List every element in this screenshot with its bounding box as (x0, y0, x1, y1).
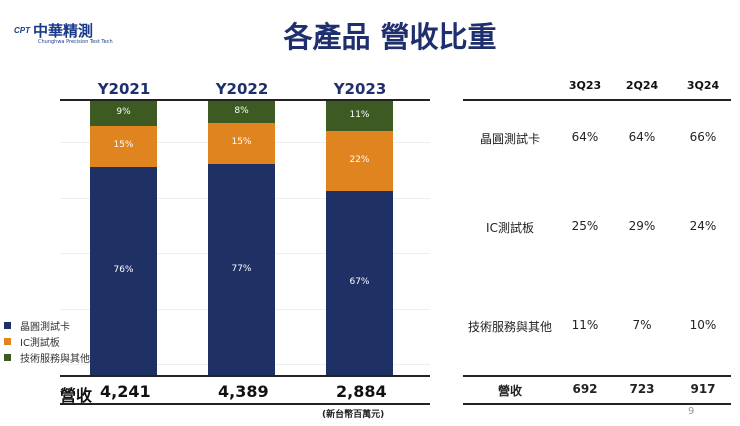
data-label: 15% (231, 137, 252, 148)
x-tick-label: Y2021 (97, 80, 151, 98)
table-header: 2Q24 (625, 79, 659, 92)
table-header: 3Q23 (568, 79, 602, 92)
bar-segment (90, 101, 157, 126)
revenue-label: 營收 (60, 386, 93, 405)
logo-name: 中華精測 (33, 22, 94, 40)
table-revenue-value: 917 (690, 382, 716, 396)
bar-segment (90, 166, 157, 375)
bar-segment (326, 191, 393, 375)
table-cell: 64% (571, 130, 599, 144)
x-tick-label: Y2023 (333, 80, 387, 98)
logo-english: Chunghwa Precision Test Tech (38, 39, 113, 45)
table-revenue-label: 營收 (497, 384, 522, 398)
data-label: 22% (349, 155, 370, 166)
table-bottom-line (463, 403, 731, 405)
legend-item-wafer: 晶圓測試卡 (4, 318, 70, 333)
table-cell: 25% (571, 219, 599, 233)
page-number: 9 (688, 406, 695, 417)
table-cell: 7% (632, 318, 652, 332)
revenue-bottom-line (60, 403, 430, 405)
data-label: 11% (349, 110, 370, 121)
unit-note: (新台幣百萬元) (322, 410, 385, 420)
data-label: 9% (116, 107, 131, 118)
bar-segment (208, 122, 275, 164)
chart-top-line (60, 99, 430, 101)
company-logo: CPT 中華精測 Chunghwa Precision Test Tech (14, 20, 113, 45)
table-cell: 24% (689, 219, 717, 233)
bar-segment (208, 164, 275, 375)
revenue-value: 4,389 (218, 382, 269, 401)
revenue-value: 4,241 (100, 382, 151, 401)
table-cell: 10% (689, 318, 717, 332)
page-title: 各產品 營收比重 (283, 20, 497, 54)
table-line (463, 375, 731, 377)
bar-segment (90, 125, 157, 167)
bar-segment (326, 101, 393, 132)
data-label: 67% (349, 277, 370, 288)
table-row-label: 晶圓測試卡 (479, 132, 540, 146)
logo-mark: CPT (14, 26, 30, 35)
bar-segment (326, 131, 393, 192)
legend-label: 晶圓測試卡 (20, 322, 70, 333)
table-header: 3Q24 (686, 79, 720, 92)
data-label: 77% (231, 263, 252, 274)
data-label: 8% (234, 105, 249, 116)
table-revenue-value: 723 (629, 382, 655, 396)
table-cell: 66% (689, 130, 717, 144)
legend-item-service: 技術服務與其他 (4, 350, 90, 365)
chart-baseline (60, 375, 430, 377)
legend-item-ic: IC測試板 (4, 334, 60, 349)
table-revenue-value: 692 (572, 382, 598, 396)
bar-segment (208, 101, 275, 123)
table-row-label: IC測試板 (486, 221, 534, 235)
table-cell: 11% (571, 318, 599, 332)
data-label: 76% (113, 264, 134, 275)
table-cell: 64% (628, 130, 656, 144)
data-label: 15% (113, 140, 134, 151)
table-top-line (463, 99, 731, 101)
revenue-value: 2,884 (336, 382, 387, 401)
table-cell: 29% (628, 219, 656, 233)
legend-label: 技術服務與其他 (20, 354, 90, 365)
legend-label: IC測試板 (20, 338, 60, 349)
x-tick-label: Y2022 (215, 80, 269, 98)
table-row-label: 技術服務與其他 (467, 320, 552, 334)
